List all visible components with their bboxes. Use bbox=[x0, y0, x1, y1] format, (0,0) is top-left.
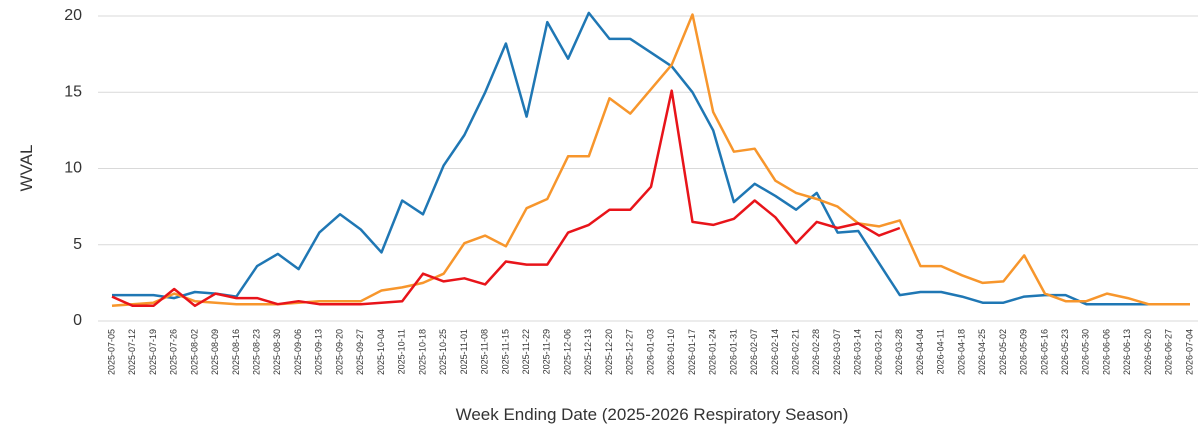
x-tick-label: 2026-02-21 bbox=[790, 329, 800, 375]
series-line bbox=[112, 11, 1149, 306]
y-axis-label: WVAL bbox=[17, 145, 36, 192]
x-tick-label: 2025-12-27 bbox=[625, 329, 635, 375]
x-tick-label: 2025-12-06 bbox=[562, 329, 572, 375]
x-tick-label: 2026-03-21 bbox=[873, 329, 883, 375]
x-tick-label: 2026-01-10 bbox=[666, 329, 676, 375]
x-tick-label: 2025-11-29 bbox=[542, 329, 552, 374]
x-tick-label: 2025-10-18 bbox=[417, 329, 427, 375]
x-tick-label: 2026-05-23 bbox=[1060, 329, 1070, 375]
x-tick-label: 2026-04-18 bbox=[956, 329, 966, 375]
x-tick-label: 2025-08-16 bbox=[231, 329, 241, 375]
x-tick-label: 2025-07-19 bbox=[148, 329, 158, 375]
x-tick-label: 2025-12-13 bbox=[583, 329, 593, 375]
x-tick-label: 2026-04-11 bbox=[936, 329, 946, 374]
x-tick-label: 2025-09-27 bbox=[355, 329, 365, 375]
x-tick-label: 2026-03-14 bbox=[853, 329, 863, 375]
x-tick-label: 2025-10-11 bbox=[397, 329, 407, 374]
x-tick-label: 2025-10-25 bbox=[438, 329, 448, 375]
x-tick-label: 2026-03-28 bbox=[894, 329, 904, 375]
x-tick-label: 2026-06-27 bbox=[1164, 329, 1174, 375]
x-tick-label: 2026-06-13 bbox=[1122, 329, 1132, 375]
x-tick-label: 2025-08-09 bbox=[210, 329, 220, 375]
x-tick-label: 2025-10-04 bbox=[376, 329, 386, 375]
y-tick-label: 15 bbox=[64, 83, 82, 100]
x-tick-label: 2026-05-02 bbox=[998, 329, 1008, 375]
x-tick-label: 2026-02-07 bbox=[749, 329, 759, 375]
x-tick-label: 2025-08-02 bbox=[189, 329, 199, 375]
x-tick-label: 2026-05-16 bbox=[1039, 329, 1049, 375]
x-tick-label: 2025-11-08 bbox=[480, 329, 490, 374]
series-line bbox=[111, 89, 901, 308]
x-tick-label: 2025-07-05 bbox=[106, 329, 116, 375]
y-tick-label: 10 bbox=[64, 160, 82, 177]
x-tick-label: 2025-12-20 bbox=[604, 329, 614, 375]
x-tick-label: 2026-06-20 bbox=[1143, 329, 1153, 375]
x-tick-label: 2026-01-24 bbox=[708, 329, 718, 375]
x-tick-label: 2026-02-28 bbox=[811, 329, 821, 375]
series-line bbox=[111, 13, 1190, 308]
x-tick-label: 2025-09-20 bbox=[334, 329, 344, 375]
x-tick-label: 2026-01-03 bbox=[645, 329, 655, 375]
y-tick-label: 0 bbox=[73, 312, 82, 329]
x-tick-label: 2025-07-12 bbox=[127, 329, 137, 375]
x-tick-label: 2025-11-22 bbox=[521, 329, 531, 374]
x-tick-label: 2026-06-06 bbox=[1101, 329, 1111, 375]
x-tick-label: 2026-04-04 bbox=[915, 329, 925, 375]
x-tick-label: 2026-05-30 bbox=[1081, 329, 1091, 375]
x-tick-label: 2026-07-04 bbox=[1184, 329, 1194, 375]
x-axis-label: Week Ending Date (2025-2026 Respiratory … bbox=[456, 405, 849, 424]
x-tick-label: 2026-03-07 bbox=[832, 329, 842, 375]
x-tick-label: 2025-09-13 bbox=[314, 329, 324, 375]
x-tick-label: 2026-02-14 bbox=[770, 329, 780, 375]
x-tick-label: 2025-07-26 bbox=[169, 329, 179, 375]
x-tick-label: 2025-08-23 bbox=[251, 329, 261, 375]
x-tick-label: 2025-11-15 bbox=[500, 329, 510, 374]
x-tick-label: 2026-01-31 bbox=[728, 329, 738, 375]
x-tick-label: 2025-11-01 bbox=[459, 329, 469, 374]
x-tick-label: 2026-05-09 bbox=[1019, 329, 1029, 375]
x-tick-label: 2025-09-06 bbox=[293, 329, 303, 375]
y-tick-label: 5 bbox=[73, 236, 82, 253]
x-tick-label: 2026-01-17 bbox=[687, 329, 697, 375]
x-tick-label: 2025-08-30 bbox=[272, 329, 282, 375]
x-tick-label: 2026-04-25 bbox=[977, 329, 987, 375]
y-tick-label: 20 bbox=[64, 7, 82, 24]
